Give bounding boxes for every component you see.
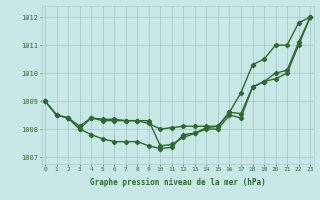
X-axis label: Graphe pression niveau de la mer (hPa): Graphe pression niveau de la mer (hPa): [90, 178, 266, 187]
